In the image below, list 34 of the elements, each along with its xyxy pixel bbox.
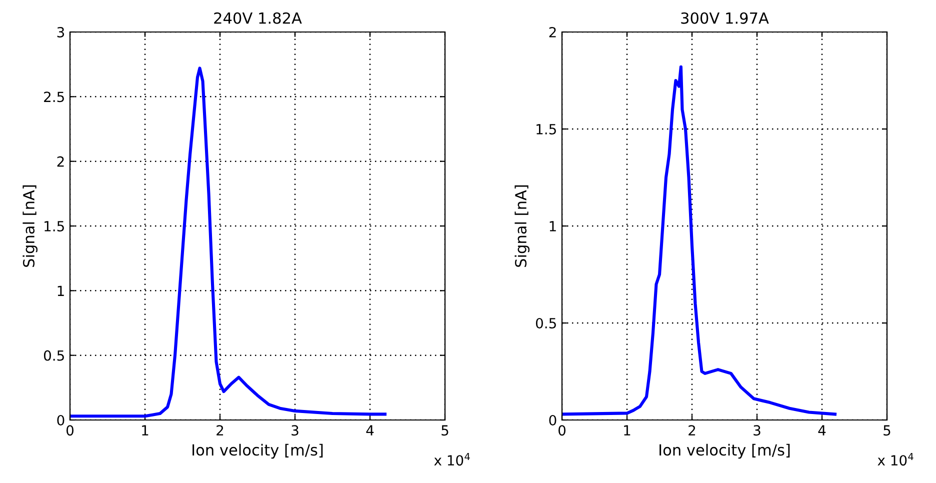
x-tick-label: 1	[624, 425, 630, 436]
y-tick-label: 2	[57, 156, 64, 167]
y-tick-label: 1	[58, 286, 64, 296]
chart-title: 240V 1.82A	[214, 12, 302, 24]
line-series	[70, 66, 387, 418]
y-axis-title: Signal [nA]	[514, 185, 530, 267]
x-tick-label: 0	[66, 425, 74, 436]
y-tick-label: 3	[57, 26, 64, 38]
x-tick-label: 3	[292, 425, 298, 436]
line-series	[562, 65, 837, 416]
y-tick-label: 2	[549, 26, 556, 38]
x-tick-label: 2	[688, 425, 696, 436]
x-tick-label: 4	[818, 425, 826, 436]
x-tick-label: 1	[142, 425, 148, 436]
text: x 10$^{4}$	[878, 452, 914, 466]
y-tick-label: 0	[57, 414, 64, 426]
text: x 10$^{4}$	[434, 452, 470, 466]
x-tick-label: 0	[558, 425, 566, 436]
y-tick-label: 0.5	[536, 318, 556, 328]
y-axis-title: Signal [nA]	[22, 185, 38, 267]
x-tick-label: 3	[754, 425, 760, 436]
y-tick-label: 2.5	[44, 92, 64, 102]
chart-title: 300V 1.97A	[681, 12, 769, 24]
x-tick-label: 2	[216, 425, 224, 436]
x-tick-label: 4	[366, 425, 374, 436]
y-tick-label: 0.5	[44, 350, 64, 361]
x-axis-title: Ion velocity [m/s]	[192, 444, 323, 459]
y-tick-label: 1.5	[536, 124, 556, 134]
y-tick-label: 0	[549, 414, 556, 426]
x-tick-label: 5	[884, 425, 890, 436]
x-axis-title: Ion velocity [m/s]	[660, 444, 790, 459]
y-tick-label: 1.5	[44, 221, 64, 232]
x-tick-label: 5	[442, 425, 448, 436]
y-tick-label: 1	[550, 221, 556, 232]
